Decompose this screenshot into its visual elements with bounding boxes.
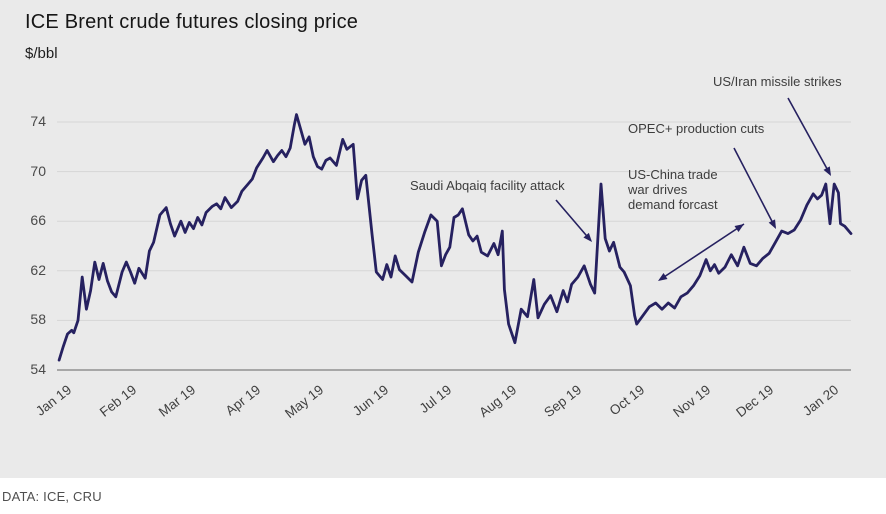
arrowhead xyxy=(658,273,668,281)
annotation-us-iran-missile-strikes: US/Iran missile strikes xyxy=(713,74,842,89)
y-axis-unit-label: $/bbl xyxy=(25,45,58,62)
y-tick-label: 58 xyxy=(30,311,46,328)
annotation-arrow xyxy=(659,223,745,281)
y-tick-label: 74 xyxy=(30,113,46,129)
page-title: ICE Brent crude futures closing price xyxy=(25,11,359,33)
arrowhead xyxy=(768,219,776,229)
chart-canvas: ICE Brent crude futures closing price $/… xyxy=(0,0,886,478)
arrowhead xyxy=(583,232,592,242)
arrowhead xyxy=(823,166,831,176)
y-tick-label: 70 xyxy=(30,162,46,179)
annotation-text-line: demand forcast xyxy=(628,197,718,212)
annotation-arrow xyxy=(787,97,831,175)
annotation-arrow xyxy=(555,199,592,242)
annotation-text: OPEC+ production cuts xyxy=(628,121,765,136)
annotation-text-line: war drives xyxy=(628,182,688,197)
annotation-arrow xyxy=(733,147,776,228)
y-tick-label: 62 xyxy=(30,261,46,278)
footer-bar: DATA: ICE, CRU xyxy=(0,478,886,514)
price-line-plot xyxy=(57,97,853,371)
annotation-saudi-abqaiq-attack: Saudi Abqaiq facility attack xyxy=(410,178,565,193)
annotation-us-china-trade-war: US-China trade war drives demand forcast xyxy=(628,167,718,212)
annotation-text: Saudi Abqaiq facility attack xyxy=(410,178,565,193)
arrowhead xyxy=(734,224,744,232)
y-tick-label: 66 xyxy=(30,212,46,229)
y-tick-label: 54 xyxy=(30,361,46,377)
price-line xyxy=(57,113,853,362)
annotation-opec-production-cuts: OPEC+ production cuts xyxy=(628,121,764,136)
annotation-text-line: US-China trade xyxy=(628,167,718,182)
annotation-text: US/Iran missile strikes xyxy=(713,74,842,89)
data-source-credit: DATA: ICE, CRU xyxy=(2,489,102,504)
